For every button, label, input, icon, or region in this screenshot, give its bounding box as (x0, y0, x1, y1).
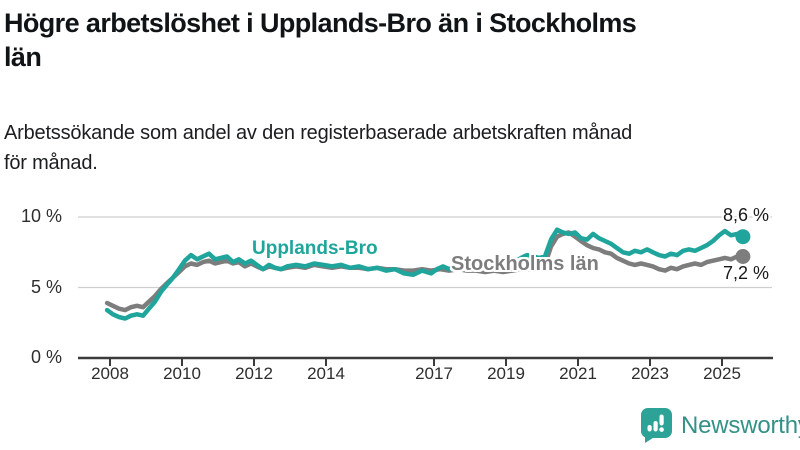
end-value-stockholms-lan: 7,2 % (723, 263, 770, 283)
newsworthy-wordmark: Newsworthy (681, 411, 800, 439)
x-tick-label: 2025 (703, 364, 741, 383)
title-line-1: Högre arbetslöshet i Upplands-Bro än i S… (4, 8, 637, 38)
y-tick-label: 0 % (30, 347, 62, 367)
title-line-2: län (4, 42, 42, 72)
x-tick-label: 2023 (631, 364, 669, 383)
y-tick-label: 10 % (20, 206, 62, 226)
series-label-stockholms-lan: Stockholms län (451, 253, 599, 275)
x-tick-label: 2017 (415, 364, 453, 383)
subtitle-line-1: Arbetssökande som andel av den registerb… (4, 122, 633, 144)
newsworthy-chart-bubble-icon (641, 408, 672, 443)
y-tick-label: 5 % (30, 276, 62, 297)
x-tick-label: 2012 (235, 364, 273, 383)
line-chart (78, 216, 773, 366)
x-tick-label: 2021 (559, 364, 597, 383)
x-tick-label: 2019 (487, 364, 525, 383)
newsworthy-logo: Newsworthy (640, 407, 800, 444)
series-label-upplands-bro: Upplands-Bro (252, 238, 378, 259)
x-tick-label: 2010 (163, 364, 201, 383)
x-tick-label: 2008 (91, 364, 129, 383)
subtitle-line-2: för månad. (4, 152, 98, 174)
x-tick-label: 2014 (307, 364, 345, 383)
end-value-upplands-bro: 8,6 % (723, 205, 770, 225)
